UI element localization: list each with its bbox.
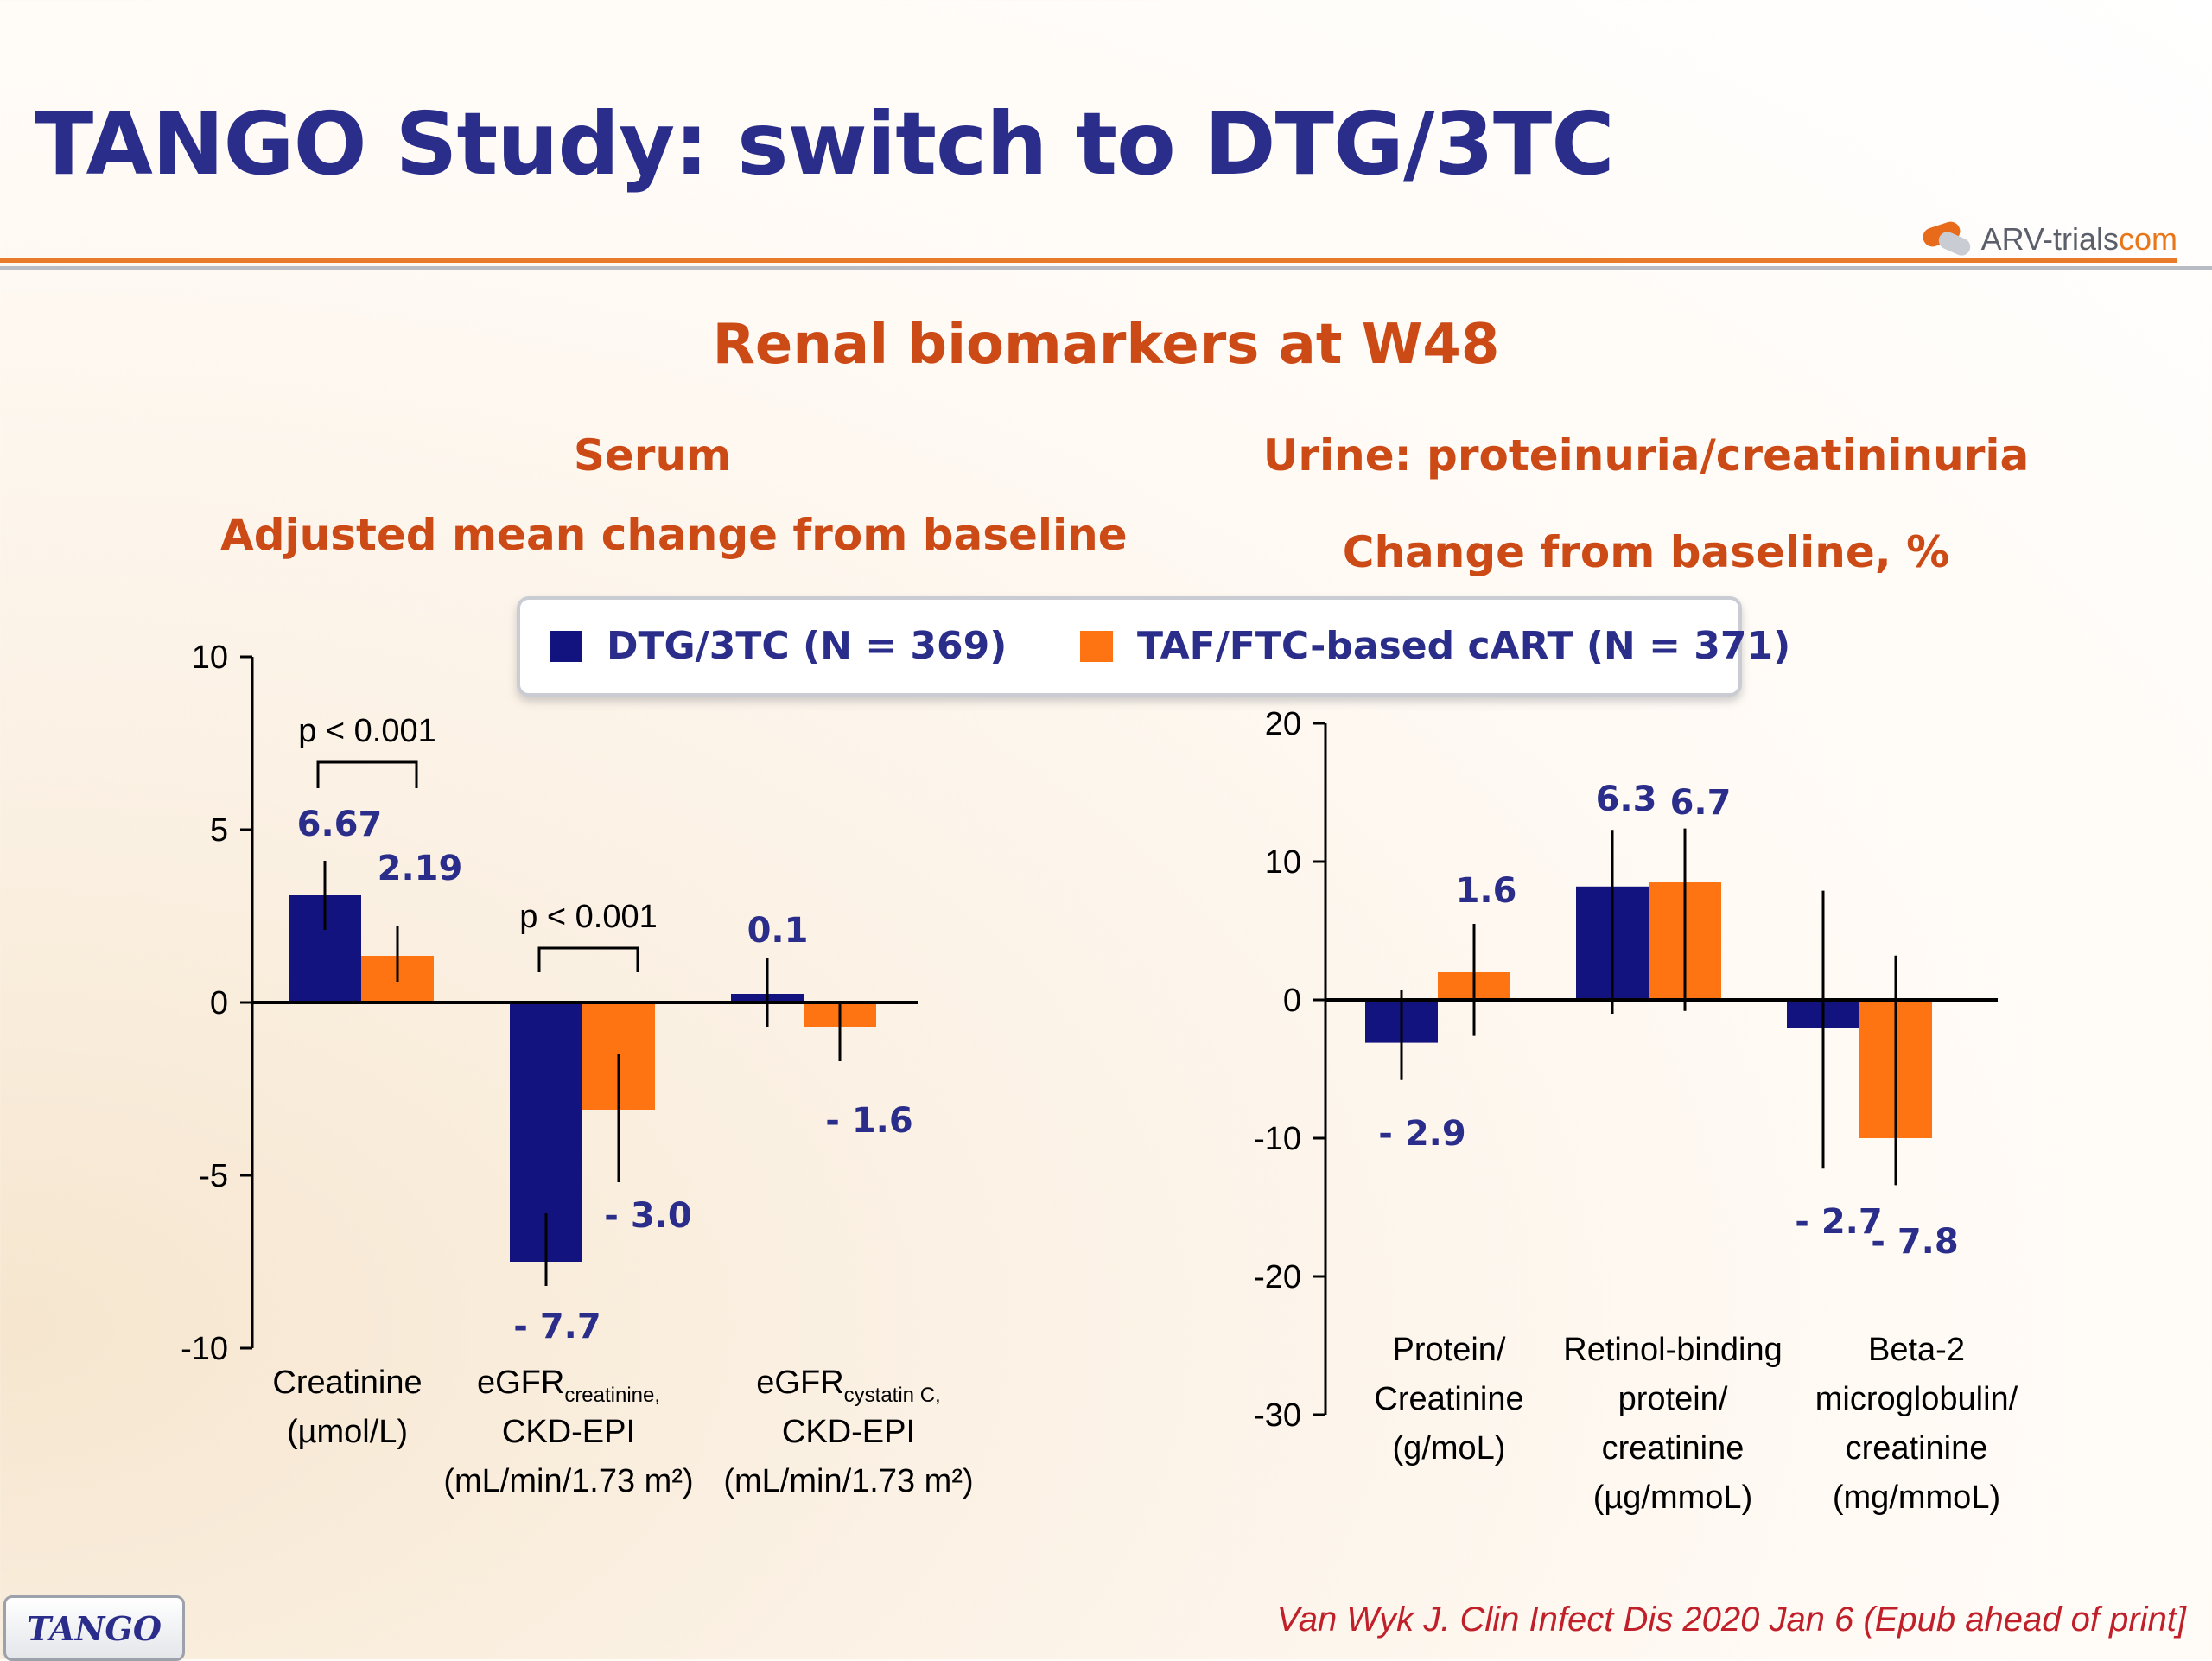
urine-subheading: Change from baseline, % bbox=[1342, 527, 1950, 577]
tango-tag: TANGO bbox=[3, 1595, 185, 1661]
urine-category-label: Retinol-binding bbox=[1563, 1332, 1783, 1368]
serum-category-label: (µmol/L) bbox=[287, 1414, 408, 1450]
tango-tag-label: TANGO bbox=[27, 1608, 162, 1648]
urine-data-label: 6.3 bbox=[1596, 780, 1657, 819]
legend-swatch-dtg bbox=[550, 630, 582, 662]
serum-data-label: - 1.6 bbox=[825, 1101, 912, 1141]
logo-text-main: ARV-trials bbox=[1980, 221, 2119, 257]
urine-category-label: creatinine bbox=[1846, 1430, 1988, 1467]
urine-data-label: - 2.7 bbox=[1795, 1202, 1882, 1242]
legend-swatch-taf bbox=[1080, 630, 1113, 662]
serum-data-label: - 3.0 bbox=[604, 1196, 691, 1236]
serum-category-label: Creatinine bbox=[272, 1365, 422, 1401]
serum-data-label: 6.67 bbox=[297, 805, 383, 844]
serum-subheading: Adjusted mean change from baseline bbox=[220, 510, 1128, 560]
urine-y-tick-label: 0 bbox=[1283, 983, 1301, 1019]
serum-category-label: eGFRcystatin C, bbox=[756, 1365, 940, 1407]
urine-y-tick-label: -20 bbox=[1254, 1259, 1301, 1295]
page-title: TANGO Study: switch to DTG/3TC bbox=[35, 93, 1615, 194]
serum-y-tick-label: 5 bbox=[210, 812, 228, 849]
urine-data-label: 6.7 bbox=[1670, 783, 1732, 823]
urine-heading: Urine: proteinuria/creatininuria bbox=[1262, 430, 2030, 480]
legend-item-taf: TAF/FTC-based cART (N = 371) bbox=[1080, 624, 1790, 668]
serum-y-tick-label: 10 bbox=[192, 640, 228, 676]
urine-y-tick-label: 10 bbox=[1265, 844, 1301, 881]
logo-text-dom: com bbox=[2118, 221, 2177, 257]
arv-trials-logo: ARV-trialscom bbox=[1920, 218, 2177, 261]
serum-data-label: - 7.7 bbox=[513, 1307, 601, 1346]
serum-p-value-bracket bbox=[316, 760, 418, 788]
serum-category-label: eGFRcreatinine, bbox=[477, 1365, 660, 1407]
urine-y-tick-label: 20 bbox=[1265, 706, 1301, 742]
citation: Van Wyk J. Clin Infect Dis 2020 Jan 6 (E… bbox=[1276, 1601, 2186, 1639]
urine-category-label: Protein/ bbox=[1393, 1332, 1506, 1368]
urine-data-label: - 2.9 bbox=[1378, 1114, 1465, 1154]
serum-category-label: CKD-EPI bbox=[502, 1414, 635, 1450]
urine-category-label: (mg/mmoL) bbox=[1833, 1480, 2000, 1516]
urine-category-label: microglobulin/ bbox=[1815, 1381, 2018, 1417]
legend-label-dtg: DTG/3TC (N = 369) bbox=[607, 624, 1007, 668]
legend: DTG/3TC (N = 369) TAF/FTC-based cART (N … bbox=[517, 596, 1790, 697]
legend-item-dtg: DTG/3TC (N = 369) bbox=[550, 624, 1007, 668]
serum-heading: Serum bbox=[573, 430, 732, 480]
urine-category-label: (g/moL) bbox=[1393, 1430, 1506, 1467]
urine-category-label: protein/ bbox=[1618, 1381, 1728, 1417]
serum-category-label: (mL/min/1.73 m²) bbox=[443, 1463, 693, 1499]
urine-category-label: (µg/mmoL) bbox=[1593, 1480, 1752, 1516]
serum-y-tick-label: -10 bbox=[181, 1331, 228, 1367]
urine-y-tick-label: -30 bbox=[1254, 1397, 1301, 1434]
serum-data-label: 0.1 bbox=[747, 911, 809, 951]
logo-text: ARV-trialscom bbox=[1981, 221, 2177, 258]
urine-y-tick-label: -10 bbox=[1254, 1121, 1301, 1157]
header-rule-grey bbox=[0, 266, 2212, 270]
urine-category-label: Beta-2 bbox=[1868, 1332, 1965, 1368]
serum-p-value-label: p < 0.001 bbox=[519, 899, 658, 935]
urine-data-label: 1.6 bbox=[1456, 871, 1517, 911]
header-rule-orange bbox=[0, 258, 2177, 263]
serum-p-value-bracket bbox=[537, 946, 639, 972]
serum-y-tick-label: 0 bbox=[210, 985, 228, 1021]
serum-y-tick-label: -5 bbox=[199, 1158, 228, 1194]
serum-category-label: (mL/min/1.73 m²) bbox=[723, 1463, 973, 1499]
legend-label-taf: TAF/FTC-based cART (N = 371) bbox=[1137, 624, 1791, 668]
urine-data-label: - 7.8 bbox=[1871, 1222, 1958, 1262]
urine-category-label: creatinine bbox=[1602, 1430, 1745, 1467]
serum-category-label: CKD-EPI bbox=[782, 1414, 915, 1450]
urine-category-label: Creatinine bbox=[1374, 1381, 1523, 1417]
slide-subtitle: Renal biomarkers at W48 bbox=[712, 313, 1500, 377]
serum-data-label: 2.19 bbox=[378, 849, 463, 888]
serum-p-value-label: p < 0.001 bbox=[298, 713, 436, 749]
